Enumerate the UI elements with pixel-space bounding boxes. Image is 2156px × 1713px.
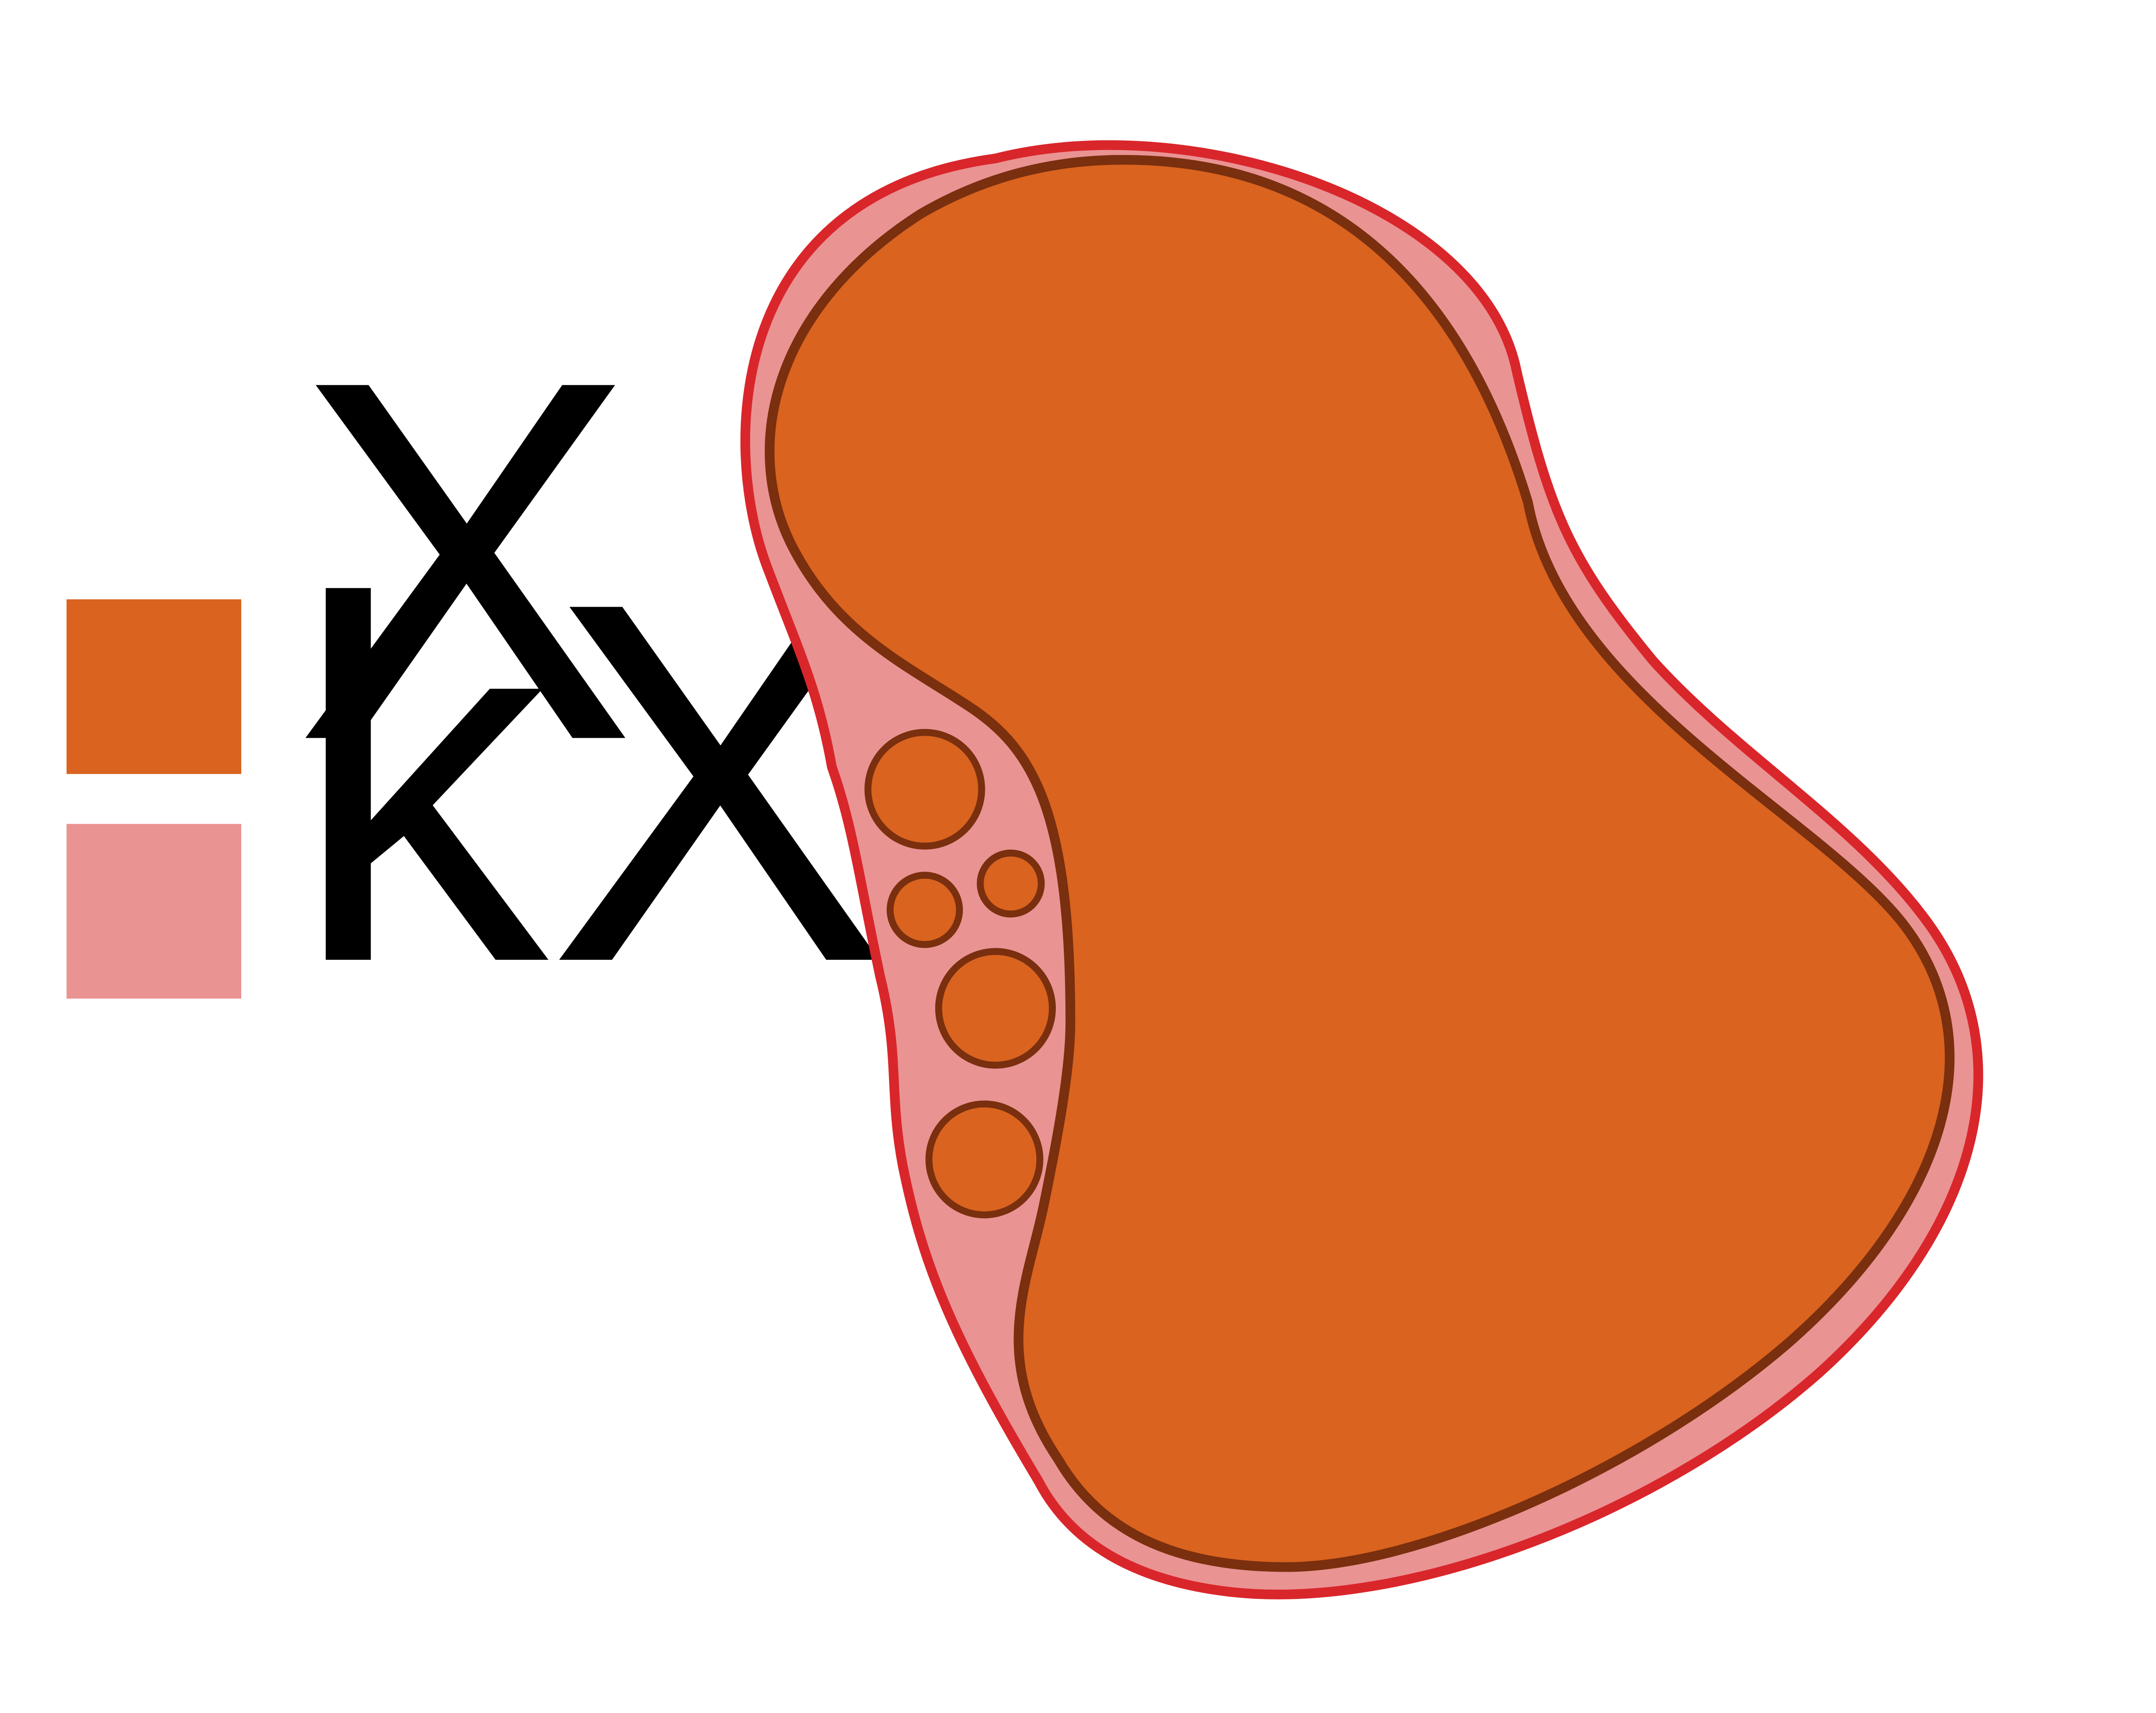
small-circle-x — [886, 872, 963, 948]
small-circle-x — [935, 948, 1056, 1069]
small-circle-x — [925, 1100, 1043, 1219]
inner-region-x — [765, 155, 1955, 1572]
small-circle-x — [977, 849, 1045, 918]
small-circle-x — [864, 729, 985, 850]
legend-swatch-x — [66, 599, 241, 774]
legend-label-x: X — [294, 273, 636, 847]
small-circles-x — [864, 729, 1056, 1219]
legend-swatch-kx — [66, 824, 241, 999]
